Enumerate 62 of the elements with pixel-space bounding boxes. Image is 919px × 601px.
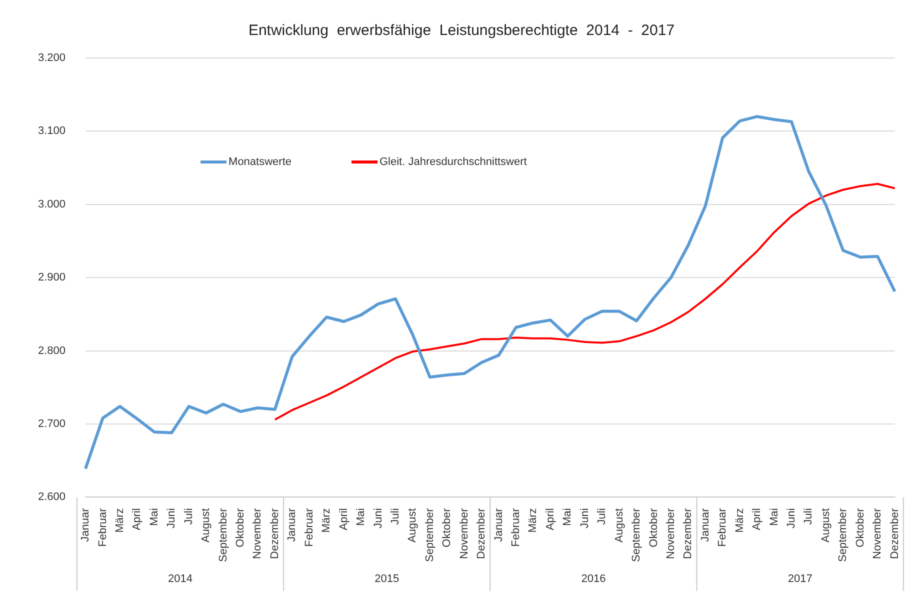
x-tick-label: August [613,508,626,542]
x-tick-label: November [458,508,470,559]
y-tick-label: 2.900 [38,272,66,284]
x-tick-label: November [664,508,677,559]
x-tick-label: April [751,508,764,530]
x-tick-label: November [872,508,884,559]
x-tick-label: Oktober [441,508,454,548]
x-tick-label: März [114,508,126,533]
x-tick-label: Dezember [476,508,488,559]
x-tick-label: September [837,508,850,562]
y-tick-label: 2.700 [38,418,66,430]
x-tick-label: März [734,508,746,533]
x-tick-label: August [820,508,832,542]
x-tick-label: Oktober [854,508,866,548]
x-tick-label: Februar [510,508,522,547]
x-tick-label: März [527,508,540,533]
x-tick-label: Januar [286,508,298,542]
x-tick-label: März [320,508,333,533]
x-tick-label: Februar [303,508,316,547]
x-tick-label: Januar [699,508,712,542]
x-tick-label: Mai [148,508,160,526]
x-tick-label: April [544,508,556,530]
x-tick-label: September [424,508,436,562]
x-tick-label: Mai [768,508,780,526]
x-tick-label: Oktober [648,508,660,548]
x-tick-label: Juli [802,508,815,525]
y-tick-label: 3.100 [38,125,66,138]
x-tick-label: November [252,508,264,559]
x-tick-label: Juli [182,508,195,525]
x-tick-label: August [406,508,419,542]
legend-label: Gleit. Jahresdurchschnittswert [380,156,527,168]
x-tick-label: Mai [355,508,368,526]
x-tick-label: Juni [786,508,798,528]
x-tick-label: Juli [389,508,402,525]
x-tick-label: Juni [578,508,591,528]
x-tick-label: Juni [372,508,384,528]
x-tick-label: August [200,508,212,542]
x-tick-label: Juli [596,508,608,525]
x-tick-label: April [338,508,350,530]
y-tick-label: 2.600 [38,491,66,504]
x-tick-label: April [131,508,144,530]
x-tick-label: Januar [492,508,505,542]
chart-title: Entwicklung erwerbsfähige Leistungsberechtigte 2014 - 2017 [248,22,675,40]
y-tick-label: 3.000 [38,198,66,210]
x-tick-label: Dezember [268,508,281,559]
x-tick-label: September [630,508,643,562]
text: 2015 [374,573,400,586]
x-tick-label: Januar [80,508,92,542]
legend-label: Monatswerte [228,156,292,168]
x-tick-label: Februar [716,508,729,547]
text: 2014 [168,573,192,586]
x-tick-label: Oktober [234,508,247,548]
y-tick-label: 3.200 [38,52,66,64]
x-tick-label: Mai [562,508,574,526]
y-tick-label: 2.800 [38,344,66,357]
x-tick-label: Juni [166,508,178,528]
text: 2016 [581,573,606,586]
x-tick-label: September [217,508,230,562]
x-tick-label: Dezember [888,508,901,559]
x-tick-label: Februar [96,508,109,547]
text: 2017 [788,573,812,586]
x-tick-label: Dezember [682,508,694,559]
